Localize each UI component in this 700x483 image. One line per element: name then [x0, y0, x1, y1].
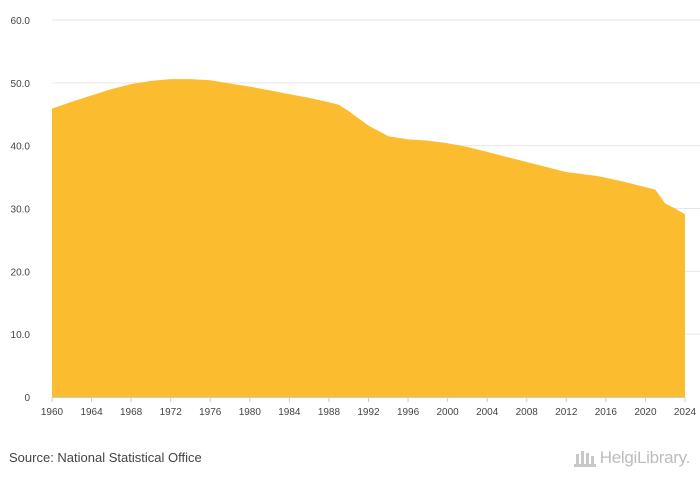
x-tick-label: 1976	[199, 407, 222, 418]
data-point	[408, 139, 409, 140]
data-point	[71, 101, 72, 102]
data-point	[447, 143, 448, 144]
data-point	[210, 80, 211, 81]
data-point	[368, 125, 369, 126]
data-point	[348, 111, 349, 112]
data-point	[685, 214, 686, 215]
tick-labels: 0 10.0 20.0 30.0 40.0 50.0 60.0 1960 1964 1968 197…	[11, 16, 697, 418]
data-point	[576, 173, 577, 174]
x-tick-label: 1960	[41, 407, 64, 418]
data-point	[675, 208, 676, 209]
y-tick-label: 30.0	[11, 205, 31, 216]
data-point	[526, 162, 527, 163]
y-tick-label: 0	[24, 393, 30, 404]
data-point	[269, 90, 270, 91]
data-point	[655, 189, 656, 190]
x-axis	[51, 397, 686, 402]
x-tick-label: 1972	[160, 407, 183, 418]
helgi-library-logo[interactable]: HelgiLibrary.	[573, 448, 690, 468]
data-point	[338, 104, 339, 105]
x-tick-label: 2016	[595, 407, 618, 418]
data-point	[289, 94, 290, 95]
data-point	[91, 95, 92, 96]
data-point	[388, 136, 389, 137]
x-tick-label: 1968	[120, 407, 143, 418]
data-point	[150, 80, 151, 81]
data-point	[131, 84, 132, 85]
data-point	[487, 151, 488, 152]
x-tick-label: 1988	[318, 407, 341, 418]
x-tick-label: 2000	[437, 407, 460, 418]
x-tick-label: 1992	[357, 407, 380, 418]
y-tick-label: 50.0	[11, 79, 31, 90]
x-tick-label: 2004	[476, 407, 499, 418]
library-icon	[573, 451, 596, 467]
data-point	[665, 203, 666, 204]
y-tick-label: 20.0	[11, 267, 31, 278]
data-point	[467, 146, 468, 147]
data-point	[328, 102, 329, 103]
area-chart: 0 10.0 20.0 30.0 40.0 50.0 60.0 1960 1964 1968 197…	[11, 16, 700, 418]
x-tick-label: 2020	[634, 407, 657, 418]
x-tick-label: 2012	[555, 407, 578, 418]
x-tick-label: 2024	[674, 407, 697, 418]
data-point	[605, 177, 606, 178]
data-point	[190, 79, 191, 80]
data-point	[230, 83, 231, 84]
y-tick-label: 40.0	[11, 142, 31, 153]
data-point	[309, 97, 310, 98]
x-tick-label: 1964	[80, 407, 103, 418]
brand-name: HelgiLibrary.	[599, 448, 691, 467]
x-tick-label: 1984	[278, 407, 301, 418]
data-point	[645, 187, 646, 188]
data-point	[507, 157, 508, 158]
series-area-layer	[52, 79, 686, 397]
x-tick-label: 2008	[516, 407, 539, 418]
data-point	[249, 86, 250, 87]
series-area	[52, 79, 685, 397]
y-tick-label: 60.0	[11, 16, 31, 27]
data-point	[427, 140, 428, 141]
data-point	[566, 172, 567, 173]
data-point	[625, 182, 626, 183]
x-tick-label: 1996	[397, 407, 420, 418]
data-point	[111, 89, 112, 90]
data-point	[52, 108, 53, 109]
data-point	[586, 174, 587, 175]
x-tick-label: 1980	[239, 407, 262, 418]
y-tick-label: 10.0	[11, 330, 31, 341]
data-point	[596, 175, 597, 176]
source-note: Source: National Statistical Office	[9, 450, 202, 465]
data-point	[546, 167, 547, 168]
data-point	[170, 79, 171, 80]
